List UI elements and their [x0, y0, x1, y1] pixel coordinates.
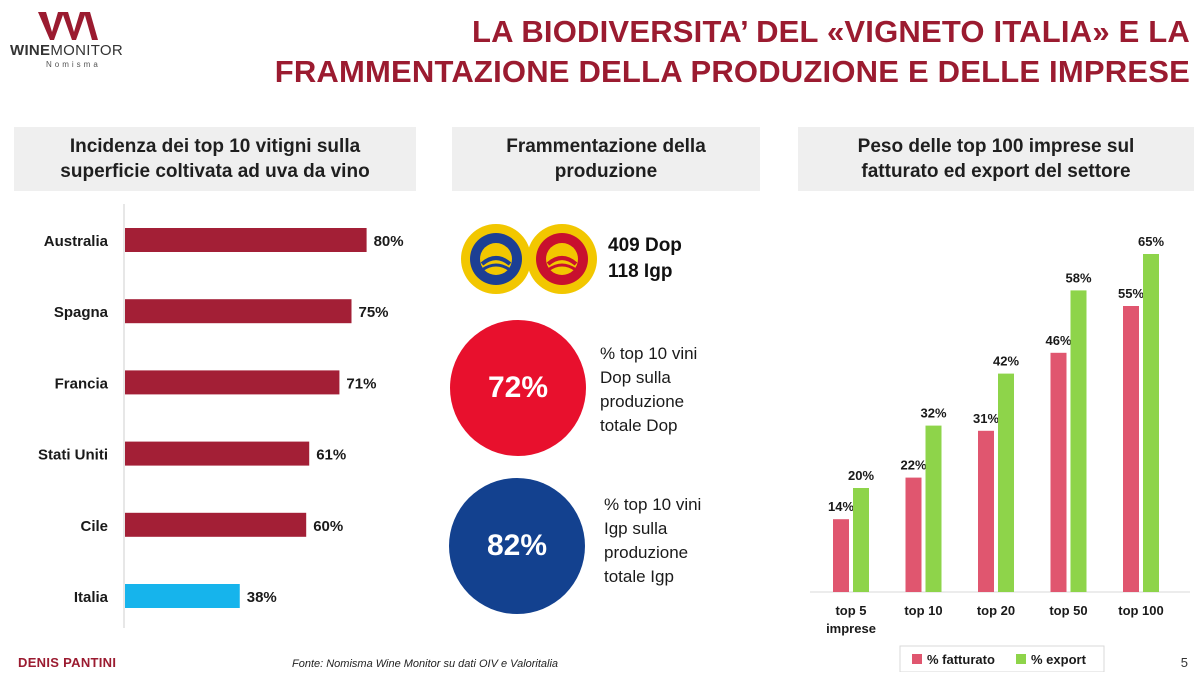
igp-count: 118 Igp	[608, 261, 673, 282]
data-label: 60%	[313, 518, 343, 535]
legend-box	[899, 645, 1105, 672]
data-label: 58%	[1065, 270, 1091, 285]
category-label: Cile	[80, 518, 108, 535]
data-label: 32%	[920, 406, 946, 421]
bar	[125, 584, 240, 608]
data-label: 42%	[993, 354, 1019, 369]
data-label: 14%	[828, 499, 854, 514]
category-label: Spagna	[54, 304, 109, 321]
dop-count: 409 Dop	[608, 235, 682, 256]
legend-label: % fatturato	[927, 652, 995, 667]
legend-label: % export	[1031, 652, 1087, 667]
data-label: 75%	[359, 304, 389, 321]
data-label: 20%	[848, 468, 874, 483]
igp-dop-seals-icon	[461, 224, 597, 294]
category-label: top 5	[835, 603, 866, 618]
bar	[1050, 352, 1067, 592]
bar	[125, 299, 352, 324]
bar	[833, 519, 849, 592]
bar	[978, 430, 994, 592]
right-panel-title: Peso delle top 100 imprese sul fatturato…	[798, 127, 1194, 191]
title-line-2: FRAMMENTAZIONE DELLA PRODUZIONE E DELLE …	[274, 54, 1190, 89]
data-label: 61%	[316, 447, 346, 464]
bar	[853, 488, 869, 592]
data-label: 38%	[247, 589, 277, 606]
category-label: top 100	[1118, 603, 1164, 618]
bar	[1070, 290, 1087, 592]
logo-wordmark: WINEMONITOR	[10, 42, 124, 59]
author-name: DENIS PANTINI	[18, 655, 117, 670]
data-label: 22%	[900, 458, 926, 473]
page-title: LA BIODIVERSITA’ DEL «VIGNETO ITALIA» E …	[210, 12, 1190, 92]
data-label: 71%	[346, 375, 376, 392]
legend-swatch	[912, 654, 922, 664]
category-label: Australia	[44, 233, 109, 250]
bar	[1143, 254, 1159, 592]
data-label: 46%	[1045, 333, 1071, 348]
title-line-1: LA BIODIVERSITA’ DEL «VIGNETO ITALIA» E …	[471, 14, 1190, 49]
wine-monitor-logo: WINEMONITOR Nomisma	[8, 12, 126, 72]
category-label: top 10	[904, 603, 942, 618]
page-number: 5	[1180, 655, 1188, 670]
category-label: Italia	[74, 589, 109, 606]
source-note: Fonte: Nomisma Wine Monitor su dati OIV …	[292, 658, 559, 670]
bar	[1123, 306, 1139, 592]
bar	[925, 425, 942, 592]
bar	[998, 373, 1014, 592]
category-label: top 20	[977, 603, 1015, 618]
data-label: 31%	[973, 411, 999, 426]
igp-share-circle: 82%	[449, 478, 585, 614]
data-label: 55%	[1118, 286, 1144, 301]
dop-share-label: % top 10 vini Dop sulla produzione total…	[600, 344, 698, 435]
vitigni-bar-chart: Australia 80% Spagna 75% Francia 71% Stati Uni…	[38, 204, 404, 628]
left-panel-title: Incidenza dei top 10 vitigni sulla super…	[14, 127, 416, 191]
category-label: Francia	[55, 375, 109, 392]
data-label: 80%	[374, 233, 404, 250]
igp-share-label: % top 10 vini Igp sulla produzione total…	[604, 495, 702, 586]
bar	[125, 370, 340, 395]
data-label: 65%	[1138, 234, 1164, 249]
middle-panel-title: Frammentazione della produzione	[452, 127, 760, 191]
imprese-bar-chart: 14% 20% top 5 imprese 22% 32% top 10 31% 42% top …	[810, 234, 1190, 672]
legend-swatch	[1016, 654, 1026, 664]
category-label: top 50	[1049, 603, 1087, 618]
bar	[125, 512, 307, 537]
bar	[125, 228, 367, 252]
logo-subtitle: Nomisma	[46, 60, 101, 69]
category-label-line2: imprese	[826, 621, 876, 636]
bar	[125, 441, 310, 466]
logo-mark-icon	[38, 12, 98, 40]
dop-share-circle: 72%	[450, 320, 586, 456]
bar	[905, 477, 922, 592]
category-label: Stati Uniti	[38, 447, 108, 464]
